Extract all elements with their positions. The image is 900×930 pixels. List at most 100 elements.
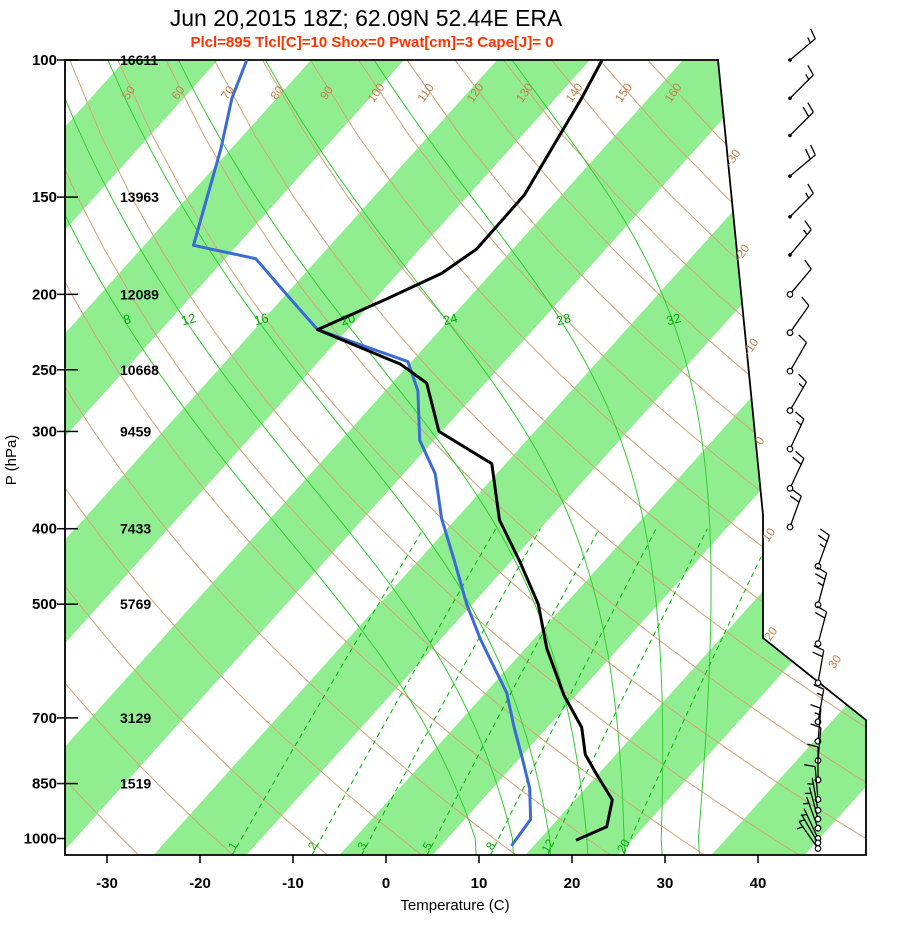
mixing-ratio-label: 8 <box>483 839 499 852</box>
wind-barb <box>786 450 805 492</box>
temperature-tick-label: 30 <box>657 875 674 892</box>
sounding-curves <box>192 60 614 847</box>
wind-barb <box>802 796 822 832</box>
height-label: 9459 <box>120 423 151 439</box>
height-label: 12089 <box>120 286 159 302</box>
wind-barb <box>786 259 812 298</box>
pressure-tick-label: 1000 <box>24 831 57 848</box>
plot-frame <box>64 59 867 856</box>
dry-adiabat-line <box>65 60 517 855</box>
height-label: 3129 <box>120 710 151 726</box>
isotherm-band <box>65 60 590 855</box>
temperature-tick-label: 0 <box>382 875 390 892</box>
mixing-ratio-label: 2 <box>305 839 321 852</box>
height-label: 13963 <box>120 189 159 205</box>
wind-barb <box>796 821 822 852</box>
wind-barb <box>788 144 816 178</box>
wind-barb <box>813 684 825 726</box>
wind-barb <box>786 489 802 531</box>
dry-adiabat-line <box>69 60 800 855</box>
moist-adiabat-label: 16 <box>252 310 270 328</box>
dry-adiabat-label: 150 <box>612 80 635 105</box>
pressure-tick-label: 400 <box>32 521 57 538</box>
moist-adiabats <box>65 60 712 855</box>
height-label: 10668 <box>120 362 159 378</box>
wind-barb <box>804 764 822 803</box>
mixing-ratio-line <box>231 528 424 855</box>
chart-title: Jun 20,2015 18Z; 62.09N 52.44E ERA <box>170 5 563 31</box>
dry-adiabat-line <box>165 60 866 855</box>
dry-adiabat-label: 110 <box>414 81 437 105</box>
wind-barb <box>814 566 828 609</box>
moist-adiabat-label: 8 <box>122 311 133 327</box>
pressure-tick-label: 150 <box>32 189 57 206</box>
moist-adiabat-labels: 8 12 16 20 24 28 32 <box>122 310 683 328</box>
mixing-ratio-lines <box>231 528 776 855</box>
wind-barb <box>788 28 816 62</box>
isotherm-band <box>65 60 776 855</box>
moist-adiabat-label: 24 <box>441 310 459 328</box>
pressure-tick-label: 200 <box>32 286 57 303</box>
pressure-tick-label: 100 <box>32 52 57 69</box>
wind-barb <box>786 411 805 453</box>
pressure-tick-label: 250 <box>32 362 57 379</box>
dry-adiabat-line <box>310 60 866 855</box>
wind-barb <box>805 786 822 823</box>
dry-adiabat-line <box>65 60 234 855</box>
height-label: 7433 <box>120 521 151 537</box>
mixing-ratio-line <box>361 528 541 855</box>
mixing-ratio-line <box>623 528 776 855</box>
mixing-ratio-line <box>311 528 497 855</box>
dry-adiabat-line <box>65 60 140 855</box>
wind-barb <box>788 183 814 219</box>
height-label: 1519 <box>120 776 151 792</box>
isotherm-label: -10 <box>740 335 762 358</box>
pressure-tick-label: 500 <box>32 596 57 613</box>
dry-adiabat-line <box>65 60 611 855</box>
moist-adiabat-line <box>107 60 552 855</box>
dry-adiabat-line <box>358 60 866 855</box>
pressure-tick-label: 700 <box>32 710 57 727</box>
wind-barb <box>814 528 830 570</box>
height-label: 5769 <box>120 596 151 612</box>
dry-adiabat-line <box>117 60 866 855</box>
isotherm-label: -30 <box>722 146 744 169</box>
temperature-tick-label: 20 <box>564 875 581 892</box>
moist-adiabat-label: 12 <box>180 310 198 328</box>
chart-generated-content: 1661113963120891066894597433576931291519… <box>24 28 867 892</box>
x-axis-label: Temperature (C) <box>400 897 509 914</box>
dewpoint-curve <box>192 60 533 847</box>
mixing-ratio-line <box>490 528 657 855</box>
isotherm-band <box>65 60 404 855</box>
moist-adiabat-line <box>65 60 514 855</box>
wind-barb <box>788 65 814 101</box>
dry-adiabat-line <box>65 60 423 855</box>
temperature-tick-label: -20 <box>189 875 211 892</box>
temperature-tick-label: 40 <box>750 875 767 892</box>
pressure-tick-label: 300 <box>32 423 57 440</box>
isotherm-band <box>525 60 866 855</box>
temperature-curve <box>316 60 614 842</box>
temperature-tick-label: 10 <box>471 875 488 892</box>
moist-adiabat-line <box>264 60 626 855</box>
wind-barb <box>788 220 812 257</box>
pressure-tick-label: 850 <box>32 776 57 793</box>
wind-barb <box>814 605 828 648</box>
plot-frame <box>64 59 867 856</box>
moist-adiabat-label: 32 <box>665 310 683 328</box>
dry-adiabat-line <box>406 60 866 855</box>
moist-adiabat-line <box>178 60 589 855</box>
temperature-tick-label: -30 <box>96 875 118 892</box>
wind-barb <box>786 373 808 414</box>
isotherm-label: 30 <box>825 652 844 671</box>
wind-barb <box>786 334 808 375</box>
mixing-ratio-line <box>547 528 708 855</box>
temperature-axis: -30 -20 -10 0 10 20 30 40 <box>96 855 766 892</box>
wind-barb <box>812 645 825 687</box>
isotherm-band <box>339 60 866 855</box>
wind-barb <box>788 102 814 138</box>
moist-adiabat-label: 28 <box>555 310 573 328</box>
isotherm-label: 10 <box>759 525 778 544</box>
